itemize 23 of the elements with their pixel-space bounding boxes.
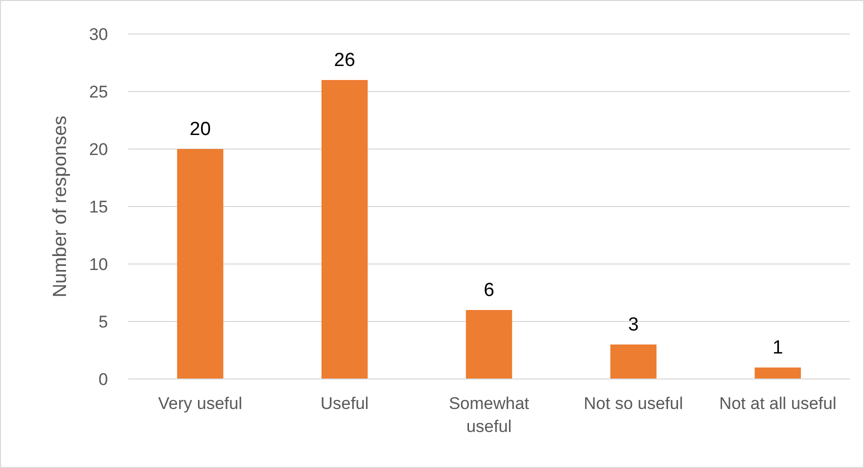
y-tick-label: 25 — [89, 82, 108, 102]
bar — [754, 368, 801, 379]
x-tick-label: Very useful — [158, 394, 242, 413]
bar — [610, 344, 657, 379]
y-tick-label: 5 — [98, 312, 108, 332]
data-label: 26 — [334, 50, 356, 71]
bar — [321, 80, 368, 379]
bar — [177, 149, 224, 379]
y-tick-label: 20 — [89, 140, 108, 159]
data-label: 20 — [190, 119, 211, 140]
y-tick-label: 15 — [89, 197, 108, 216]
y-tick-label: 30 — [89, 24, 108, 44]
data-label: 6 — [484, 280, 494, 301]
x-tick-label: Not at all useful — [719, 394, 836, 413]
y-tick-label: 0 — [98, 370, 108, 389]
y-tick-label: 10 — [89, 254, 108, 274]
bar — [466, 310, 512, 379]
y-axis-title: Number of responses — [50, 116, 71, 298]
data-label: 1 — [772, 338, 784, 358]
x-tick-label: Useful — [320, 394, 369, 413]
x-tick-label: Somewhat useful — [448, 394, 530, 436]
x-tick-label: Not so useful — [584, 394, 684, 413]
data-label: 3 — [628, 314, 639, 336]
